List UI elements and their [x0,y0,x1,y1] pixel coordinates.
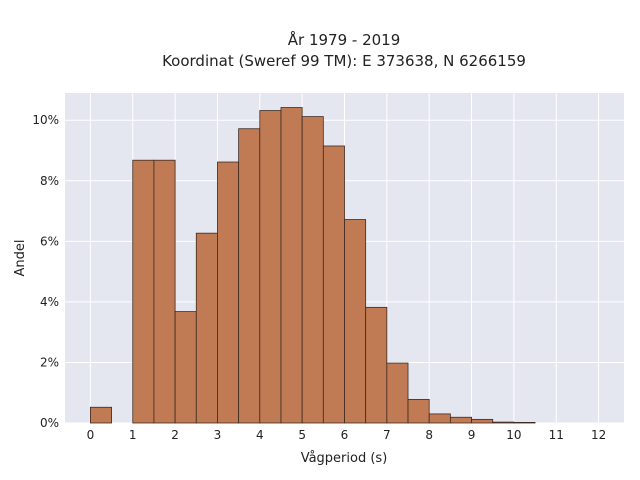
y-tick-label: 8% [40,174,59,188]
y-axis-ticks: 0% 2% 4% 6% 8% 10% [32,113,59,430]
x-axis-ticks: 0 1 2 3 4 5 6 7 8 9 10 11 12 [87,428,607,442]
y-tick-label: 4% [40,295,59,309]
x-tick-label: 12 [591,428,606,442]
x-tick-label: 7 [383,428,391,442]
histogram-bar [174,311,197,424]
y-tick-label: 0% [40,416,59,430]
histogram-bar [259,110,282,424]
bar-series [90,107,536,424]
x-axis-label: Vågperiod (s) [301,451,388,466]
histogram-bar [492,421,515,424]
histogram-bar [386,362,409,424]
y-tick-label: 2% [40,355,59,369]
histogram-bar [280,107,303,424]
x-tick-label: 8 [425,428,433,442]
histogram-bar [301,116,324,424]
x-tick-label: 11 [549,428,564,442]
y-tick-label: 6% [40,234,59,248]
x-tick-label: 1 [129,428,137,442]
y-axis-label: Andel [13,240,28,277]
x-tick-label: 2 [171,428,179,442]
x-tick-label: 3 [214,428,222,442]
x-tick-label: 4 [256,428,264,442]
chart-title-line-2: Koordinat (Sweref 99 TM): E 373638, N 62… [162,52,526,70]
histogram-bar [471,418,494,424]
x-tick-label: 10 [506,428,521,442]
histogram-bar [322,145,345,424]
histogram-bar [132,159,155,424]
histogram-bar [344,219,367,424]
histogram-bar [153,159,176,424]
x-tick-label: 9 [468,428,476,442]
histogram-bar [238,128,261,424]
histogram-bar [449,416,472,424]
histogram-bar [428,413,451,424]
x-tick-label: 5 [298,428,306,442]
histogram-bar [217,161,240,424]
x-tick-label: 6 [341,428,349,442]
histogram-bar [513,421,536,424]
x-tick-label: 0 [87,428,95,442]
histogram-bar [90,406,112,424]
histogram-bar [365,306,388,424]
y-tick-label: 10% [32,113,59,127]
chart-title-line-1: År 1979 - 2019 [288,30,401,49]
histogram-bar [407,398,430,424]
histogram-bar [195,232,218,424]
